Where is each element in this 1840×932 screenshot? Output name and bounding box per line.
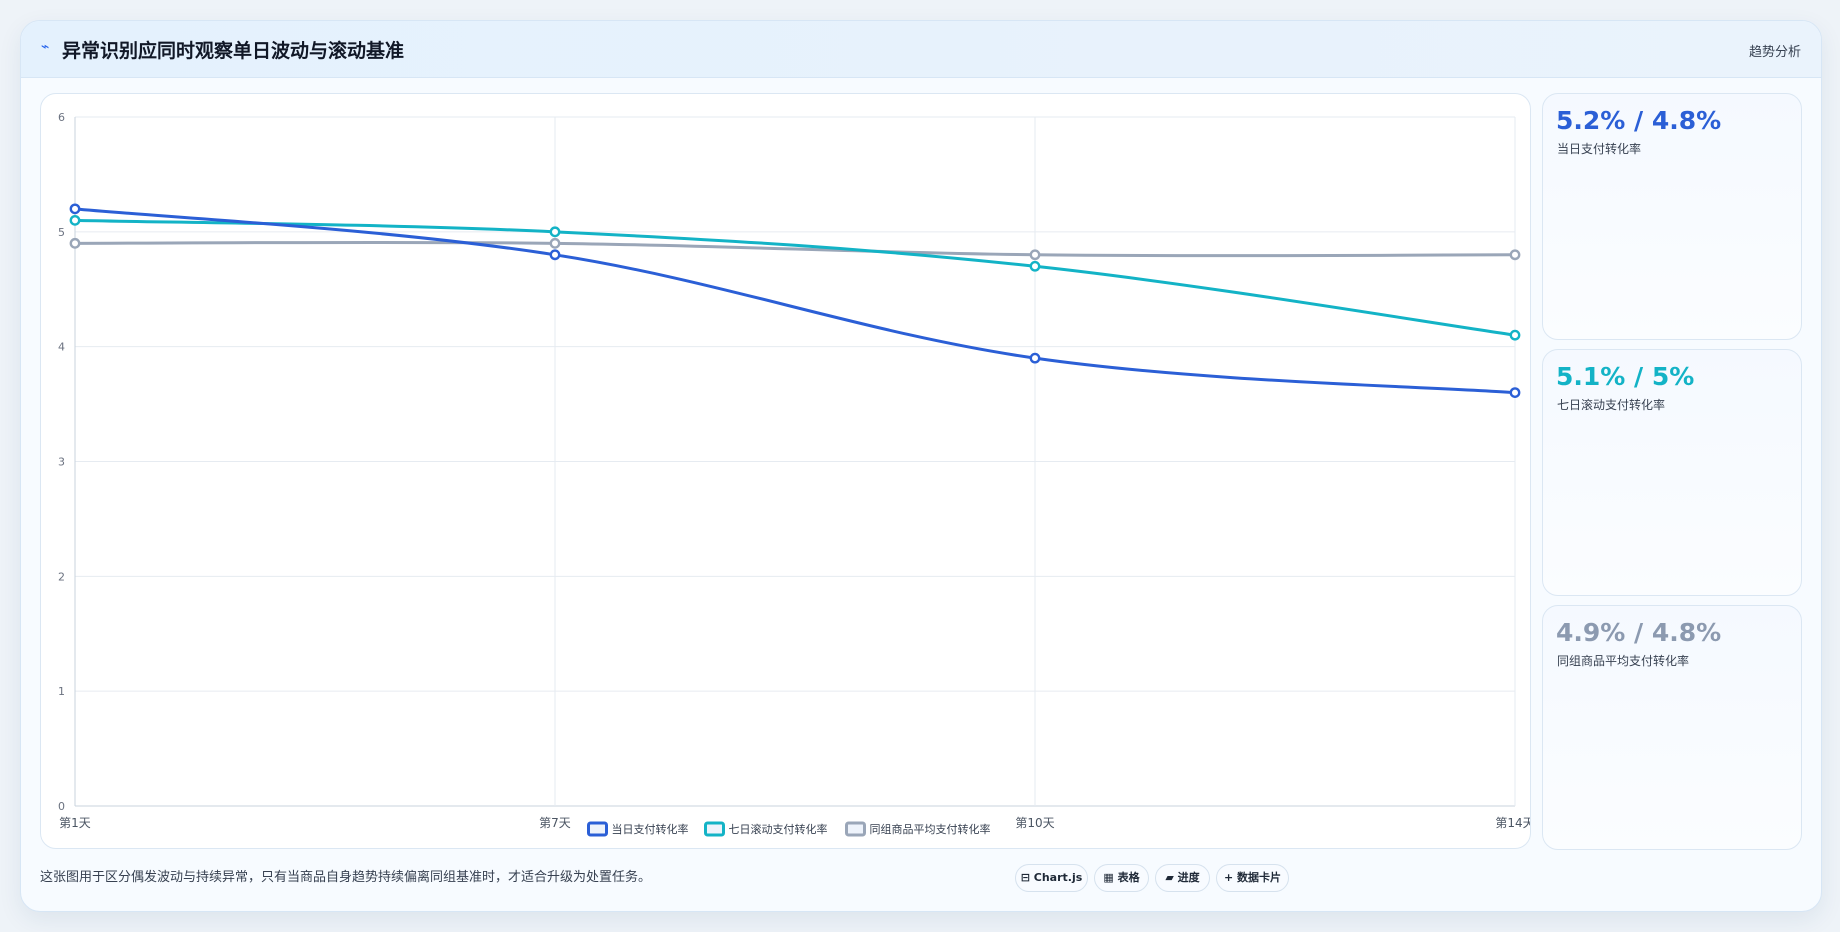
y-tick-label: 0 (58, 800, 65, 813)
data-point (1029, 352, 1041, 364)
data-point (1509, 387, 1521, 398)
chart-icon: ⊟ (1020, 871, 1030, 884)
kpi-value: 5.2% / 4.8% (1556, 106, 1722, 135)
kpi-card-rolling: 5.1% / 5% 七日滚动支付转化率 (1542, 349, 1802, 596)
legend-swatch (587, 821, 608, 837)
x-tick-label: 第10天 (1015, 816, 1054, 830)
x-tick-label: 第1天 (59, 816, 91, 830)
data-point (69, 214, 81, 226)
series-line (73, 218, 1517, 337)
kpi-card-daily: 5.2% / 4.8% 当日支付转化率 (1542, 93, 1802, 340)
data-point (1029, 260, 1041, 272)
kpi-label: 七日滚动支付转化率 (1557, 398, 1666, 412)
table-icon: ▦ (1103, 871, 1114, 884)
chip-label: 进度 (1177, 871, 1200, 884)
dashboard-panel: ⌁ 异常识别应同时观察单日波动与滚动基准 趋势分析 0 1 2 3 4 5 6 第1天 第7天 第… (20, 20, 1822, 912)
chip-data-card[interactable]: + 数据卡片 (1216, 864, 1289, 892)
line-chart-icon: ⌁ (41, 39, 50, 55)
line-chart: 0 1 2 3 4 5 6 第1天 第7天 第10天 第14天 当日支付转化率 七日滚动支付转化率 同组商… (58, 111, 1530, 837)
data-point (1509, 249, 1521, 261)
series-line (73, 240, 1517, 258)
legend-label: 当日支付转化率 (612, 822, 689, 836)
panel-header: ⌁ 异常识别应同时观察单日波动与滚动基准 趋势分析 (21, 21, 1821, 78)
data-point (549, 249, 561, 261)
kpi-card-peer: 4.9% / 4.8% 同组商品平均支付转化率 (1542, 605, 1802, 850)
kpi-label: 当日支付转化率 (1557, 142, 1642, 156)
chip-chartjs[interactable]: ⊟ Chart.js (1015, 864, 1088, 892)
data-point (69, 203, 81, 215)
x-tick-label: 第14天 (1495, 816, 1530, 830)
legend-swatch (704, 821, 725, 837)
data-point (69, 237, 81, 249)
data-point (1029, 249, 1041, 261)
series-line (73, 207, 1517, 395)
data-point (1509, 329, 1521, 341)
chip-progress[interactable]: ▰ 进度 (1155, 864, 1210, 892)
chip-label: Chart.js (1033, 871, 1083, 884)
y-tick-label: 2 (58, 570, 65, 583)
chip-table[interactable]: ▦ 表格 (1094, 864, 1149, 892)
data-point (549, 237, 561, 249)
kpi-label: 同组商品平均支付转化率 (1557, 654, 1690, 668)
page-title: 异常识别应同时观察单日波动与滚动基准 (62, 40, 405, 62)
legend-label: 同组商品平均支付转化率 (870, 822, 991, 836)
footer-note: 这张图用于区分偶发波动与持续异常，只有当商品自身趋势持续偏离同组基准时，才适合升… (40, 870, 652, 885)
chip-label: 数据卡片 (1237, 871, 1282, 884)
card-icon: + (1223, 871, 1234, 884)
legend-swatch (845, 821, 866, 837)
y-tick-label: 4 (58, 341, 65, 354)
legend-label: 七日滚动支付转化率 (729, 822, 828, 836)
kpi-value: 5.1% / 5% (1556, 362, 1695, 391)
y-tick-label: 1 (58, 685, 65, 698)
x-tick-label: 第7天 (539, 816, 571, 830)
trend-analysis-tag: 趋势分析 (1748, 45, 1801, 60)
y-tick-label: 5 (58, 226, 65, 239)
data-point (549, 226, 561, 238)
y-tick-label: 6 (58, 111, 65, 124)
progress-icon: ▰ (1165, 871, 1174, 884)
chip-label: 表格 (1117, 871, 1140, 884)
chart-card: 0 1 2 3 4 5 6 第1天 第7天 第10天 第14天 当日支付转化率 七日滚动支付转化率 同组商… (40, 93, 1531, 849)
y-tick-label: 3 (58, 456, 65, 469)
kpi-value: 4.9% / 4.8% (1556, 618, 1722, 647)
